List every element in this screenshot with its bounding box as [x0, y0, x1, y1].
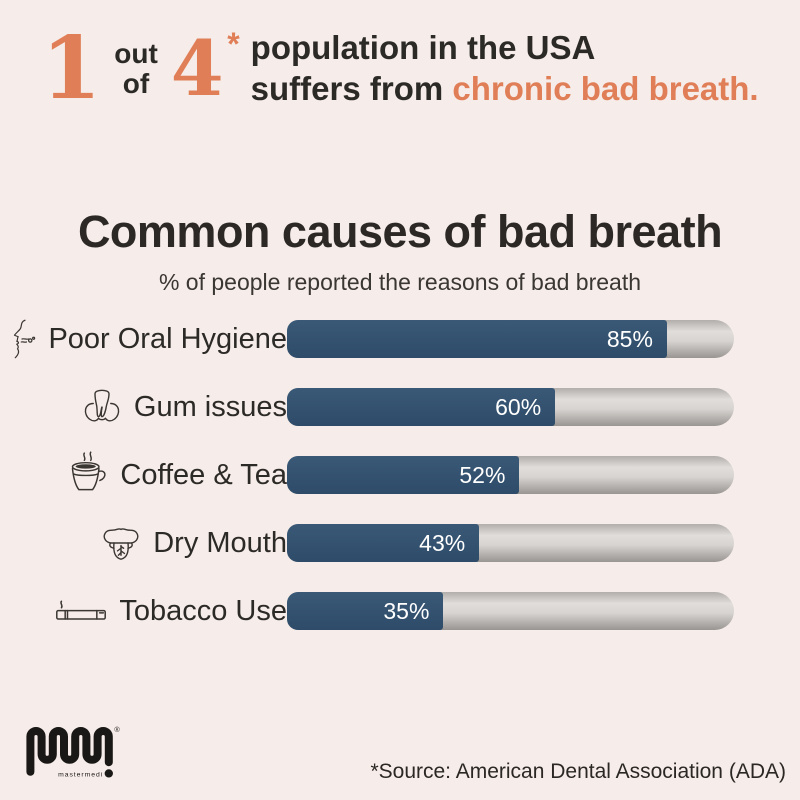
headline-highlight: chronic bad breath.	[452, 69, 759, 107]
stat-of: of	[122, 67, 150, 99]
bar-track: 43%	[287, 524, 734, 562]
bar-category-label: Dry Mouth	[153, 526, 287, 559]
bar-fill: 52%	[287, 456, 520, 494]
chart-title-block: Common causes of bad breath % of people …	[0, 206, 800, 296]
mastermedi-logo: ® mastermedi	[24, 712, 136, 795]
bar-row-left: Gum issues	[0, 387, 287, 427]
stat-out-of: out of	[114, 39, 158, 98]
bar-row-left: Dry Mouth	[0, 521, 287, 565]
stat-out: out	[114, 37, 158, 69]
bar-fill: 60%	[287, 388, 556, 426]
footnote-asterisk: *	[227, 25, 240, 62]
dry-mouth-icon	[100, 521, 142, 565]
bar-fill: 85%	[287, 320, 667, 358]
logo-exclamation-dot	[104, 769, 113, 778]
tooth-gums-icon	[81, 387, 123, 427]
headline-text: population in the USA suffers from chron…	[251, 28, 759, 109]
bar-track: 35%	[287, 592, 734, 630]
bar-value-label: 60%	[495, 393, 542, 420]
registered-mark: ®	[114, 725, 120, 734]
bar-row-left: Coffee & Tea	[0, 450, 287, 500]
bar-category-label: Tobacco Use	[119, 594, 287, 627]
stat-number-one: 1	[41, 18, 102, 120]
bar-value-label: 43%	[419, 529, 466, 556]
bar-row-left: Tobacco Use	[0, 595, 287, 628]
bar-value-label: 52%	[459, 461, 506, 488]
chart-title: Common causes of bad breath	[77, 206, 723, 257]
bar-row: Tobacco Use 35%	[0, 592, 800, 630]
bar-row-left: Poor Oral Hygiene	[0, 313, 287, 365]
bar-category-label: Coffee & Tea	[120, 458, 287, 491]
bar-category-label: Gum issues	[133, 390, 287, 423]
bad-breath-face-icon	[7, 313, 37, 365]
header-stat: 1 out of 4 * population in the USA suffe…	[0, 18, 800, 120]
source-attribution: *Source: American Dental Association (AD…	[370, 760, 786, 783]
bar-fill: 43%	[287, 524, 480, 562]
bar-row: Gum issues 60%	[0, 388, 800, 426]
bar-value-label: 85%	[606, 325, 653, 352]
headline-line1: population in the USA	[250, 29, 596, 66]
bar-chart: Poor Oral Hygiene 85% Gum issues	[0, 319, 800, 660]
bar-track: 85%	[287, 320, 734, 358]
bar-row: Dry Mouth 43%	[0, 524, 800, 562]
bar-category-label: Poor Oral Hygiene	[48, 322, 287, 355]
bar-track: 52%	[287, 456, 734, 494]
bar-row: Coffee & Tea 52%	[0, 451, 800, 494]
stat-number-four: 4 *	[170, 23, 240, 113]
chart-subtitle: % of people reported the reasons of bad …	[158, 269, 642, 295]
logo-wordmark: mastermedi	[58, 772, 103, 779]
coffee-cup-icon	[67, 450, 109, 500]
bar-fill: 35%	[287, 592, 444, 630]
bar-track: 60%	[287, 388, 734, 426]
bar-row: Poor Oral Hygiene 85%	[0, 319, 800, 359]
bar-value-label: 35%	[383, 597, 430, 624]
headline-line2-prefix: suffers from	[250, 69, 453, 107]
cigarette-icon	[54, 599, 108, 624]
